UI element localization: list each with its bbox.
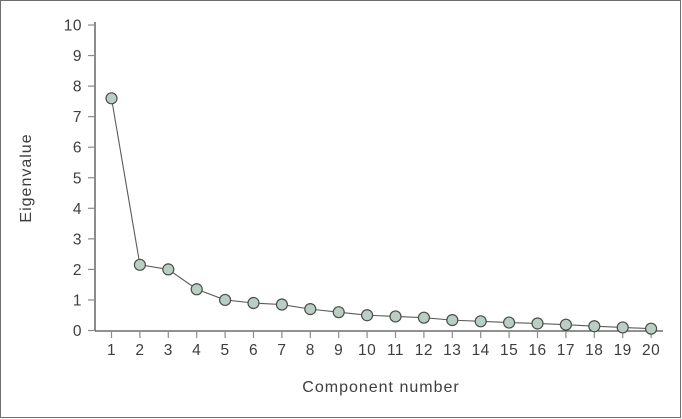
y-tick-label: 1	[73, 292, 82, 309]
x-tick-label: 12	[415, 342, 433, 359]
x-tick-label: 19	[614, 342, 632, 359]
x-tick-label: 10	[358, 342, 376, 359]
data-point-marker	[133, 258, 146, 271]
data-point-marker	[588, 320, 601, 333]
data-point-marker	[417, 311, 430, 324]
x-tick-label: 5	[221, 342, 230, 359]
x-axis-title: Component number	[302, 379, 459, 396]
y-tick-label: 6	[73, 140, 82, 157]
y-tick-label: 8	[73, 79, 82, 96]
data-point-marker	[616, 321, 629, 334]
y-tick-label: 7	[73, 109, 82, 126]
y-tick-label: 9	[73, 48, 82, 65]
data-point-marker	[162, 263, 175, 276]
data-point-marker	[304, 303, 317, 316]
x-tick-label: 1	[107, 342, 116, 359]
x-tick-label: 3	[164, 342, 173, 359]
data-point-marker	[559, 318, 573, 331]
y-tick-label: 4	[73, 201, 82, 218]
data-point-marker	[247, 296, 260, 310]
x-tick-label: 2	[135, 342, 144, 359]
data-point-marker	[644, 322, 658, 335]
data-point-marker	[190, 283, 203, 296]
data-point-marker	[474, 315, 487, 328]
y-axis-title: Eigenvalue	[18, 133, 35, 222]
data-point-marker	[503, 316, 516, 329]
data-point-marker	[446, 314, 459, 327]
y-tick-label: 10	[64, 18, 82, 35]
x-tick-label: 13	[443, 342, 461, 359]
x-tick-label: 11	[387, 342, 404, 359]
x-tick-label: 6	[249, 342, 258, 359]
x-tick-label: 17	[557, 342, 575, 359]
eigenvalue-line	[110, 98, 652, 330]
data-point-marker	[531, 317, 544, 330]
y-tick-label: 2	[73, 262, 82, 279]
y-tick-label: 0	[73, 323, 82, 340]
x-tick-label: 9	[334, 342, 343, 359]
y-tick-label: 5	[73, 170, 82, 187]
x-tick-label: 7	[277, 342, 286, 359]
data-point-marker	[361, 309, 374, 322]
x-tick-label: 18	[585, 342, 603, 359]
x-tick-label: 14	[472, 342, 490, 359]
x-tick-label: 8	[306, 342, 315, 359]
x-tick-label: 4	[192, 342, 201, 359]
data-point-marker	[275, 298, 288, 311]
y-tick-label: 3	[73, 231, 82, 248]
data-point-marker	[219, 293, 232, 307]
x-tick-label: 16	[528, 342, 546, 359]
data-point-marker	[105, 92, 118, 105]
data-point-marker	[389, 310, 402, 323]
x-tick-label: 20	[642, 342, 660, 359]
data-point-marker	[332, 306, 345, 319]
x-tick-label: 15	[500, 342, 518, 359]
